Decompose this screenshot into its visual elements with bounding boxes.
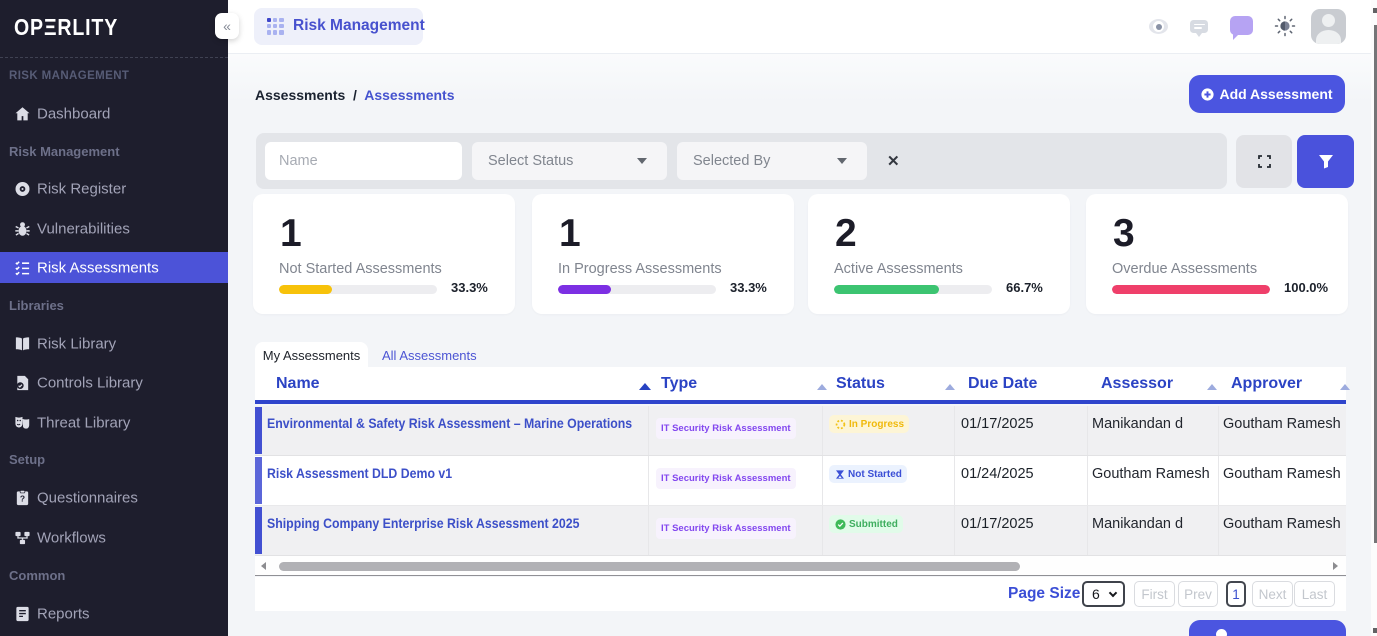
svg-text:?: ? bbox=[20, 493, 25, 503]
